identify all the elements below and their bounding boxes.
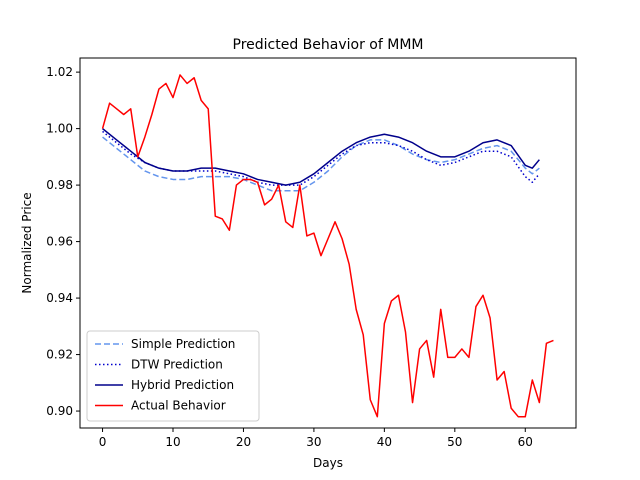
legend-label-0: Simple Prediction [131, 337, 235, 351]
legend-label-2: Hybrid Prediction [131, 378, 234, 392]
y-tick-label: 0.98 [46, 178, 73, 192]
legend-label-3: Actual Behavior [131, 399, 226, 413]
series-line-3 [101, 74, 554, 418]
x-tick-label: 0 [99, 435, 107, 449]
series-layer [101, 74, 554, 418]
y-tick-label: 0.94 [46, 291, 73, 305]
legend: Simple Prediction DTW Prediction Hybrid Pr… [86, 330, 260, 422]
x-tick-label: 50 [447, 435, 462, 449]
y-tick-label: 0.90 [46, 404, 73, 418]
ticks-layer: 0 10 20 30 40 50 60 0.90 0.92 0.94 0.96 0.98 1.00 1.0… [46, 65, 533, 449]
y-tick-label: 0.92 [46, 348, 73, 362]
x-tick-label: 20 [236, 435, 251, 449]
series-line-1 [102, 130, 540, 186]
legend-label-1: DTW Prediction [131, 358, 223, 372]
x-tick-label: 60 [518, 435, 533, 449]
y-tick-label: 1.00 [46, 122, 73, 136]
x-tick-label: 40 [377, 435, 392, 449]
chart-title: Predicted Behavior of MMM [233, 37, 424, 53]
series-line-0 [102, 136, 540, 192]
x-tick-label: 30 [306, 435, 321, 449]
y-tick-label: 0.96 [46, 235, 73, 249]
legend-box [86, 330, 260, 422]
plot-frame [79, 57, 577, 429]
x-axis-label: Days [313, 456, 343, 470]
y-tick-label: 1.02 [46, 65, 73, 79]
series-line-2 [102, 128, 540, 186]
y-axis-label: Normalized Price [20, 192, 34, 293]
x-tick-label: 10 [165, 435, 180, 449]
